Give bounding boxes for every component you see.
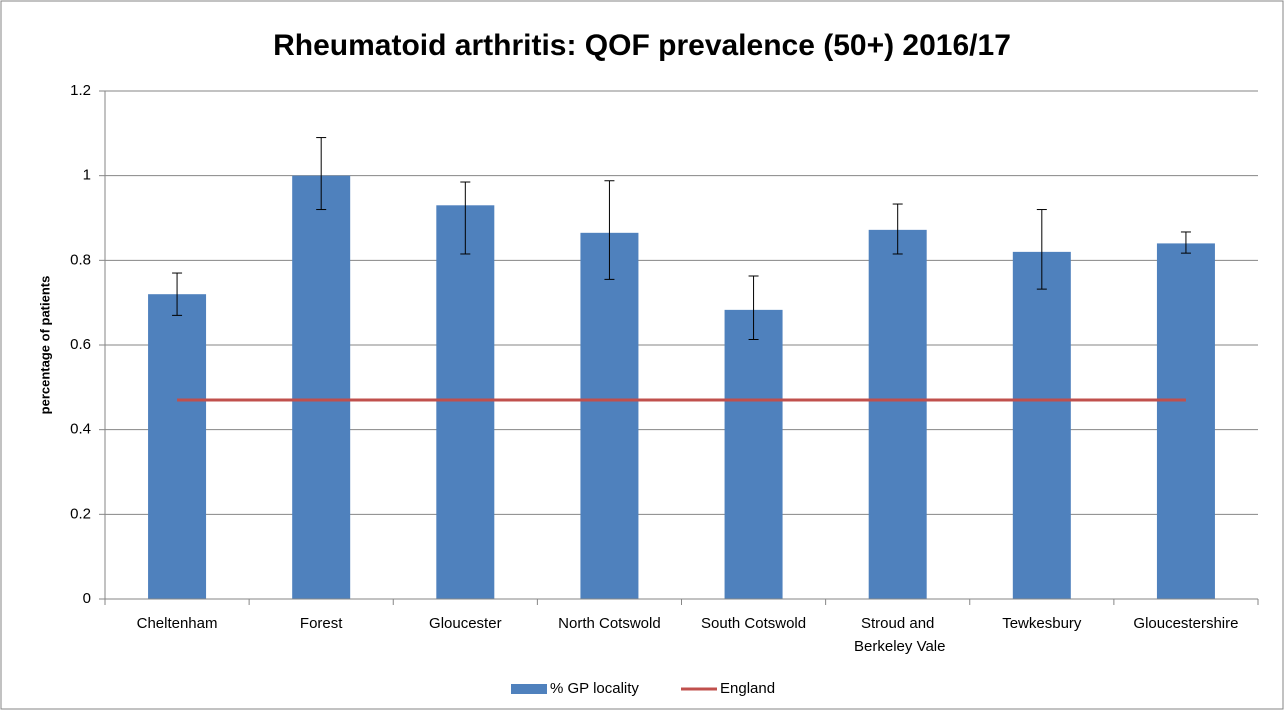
bar <box>436 205 495 600</box>
y-tick-label: 0.2 <box>70 505 91 522</box>
x-tick-label: North Cotswold <box>558 615 661 632</box>
legend-label: England <box>720 680 775 697</box>
y-tick-label: 0.4 <box>70 421 91 438</box>
bar <box>868 229 927 599</box>
bar <box>724 309 783 599</box>
y-tick-label: 0 <box>83 590 91 607</box>
y-tick-label: 0.8 <box>70 251 91 268</box>
x-tick-label: South Cotswold <box>701 615 806 632</box>
bar <box>1156 243 1215 599</box>
y-axis-label: percentage of patients <box>37 276 52 415</box>
x-tick-label: Gloucester <box>429 615 502 632</box>
x-tick-label: Gloucestershire <box>1133 615 1238 632</box>
x-tick-label: Cheltenham <box>137 615 218 632</box>
bar <box>1012 251 1071 599</box>
x-tick-label: Forest <box>300 615 343 632</box>
bar <box>580 232 639 600</box>
bar <box>148 294 207 599</box>
legend-swatch <box>511 684 547 694</box>
legend-label: % GP locality <box>550 680 639 697</box>
x-tick-label: Tewkesbury <box>1002 615 1082 632</box>
y-tick-label: 0.6 <box>70 336 91 353</box>
chart-title: Rheumatoid arthritis: QOF prevalence (50… <box>273 29 1011 62</box>
y-tick-label: 1 <box>83 167 91 184</box>
bar <box>292 175 351 599</box>
x-tick-label: Stroud and Berkeley Vale <box>850 615 946 655</box>
y-tick-label: 1.2 <box>70 82 91 99</box>
